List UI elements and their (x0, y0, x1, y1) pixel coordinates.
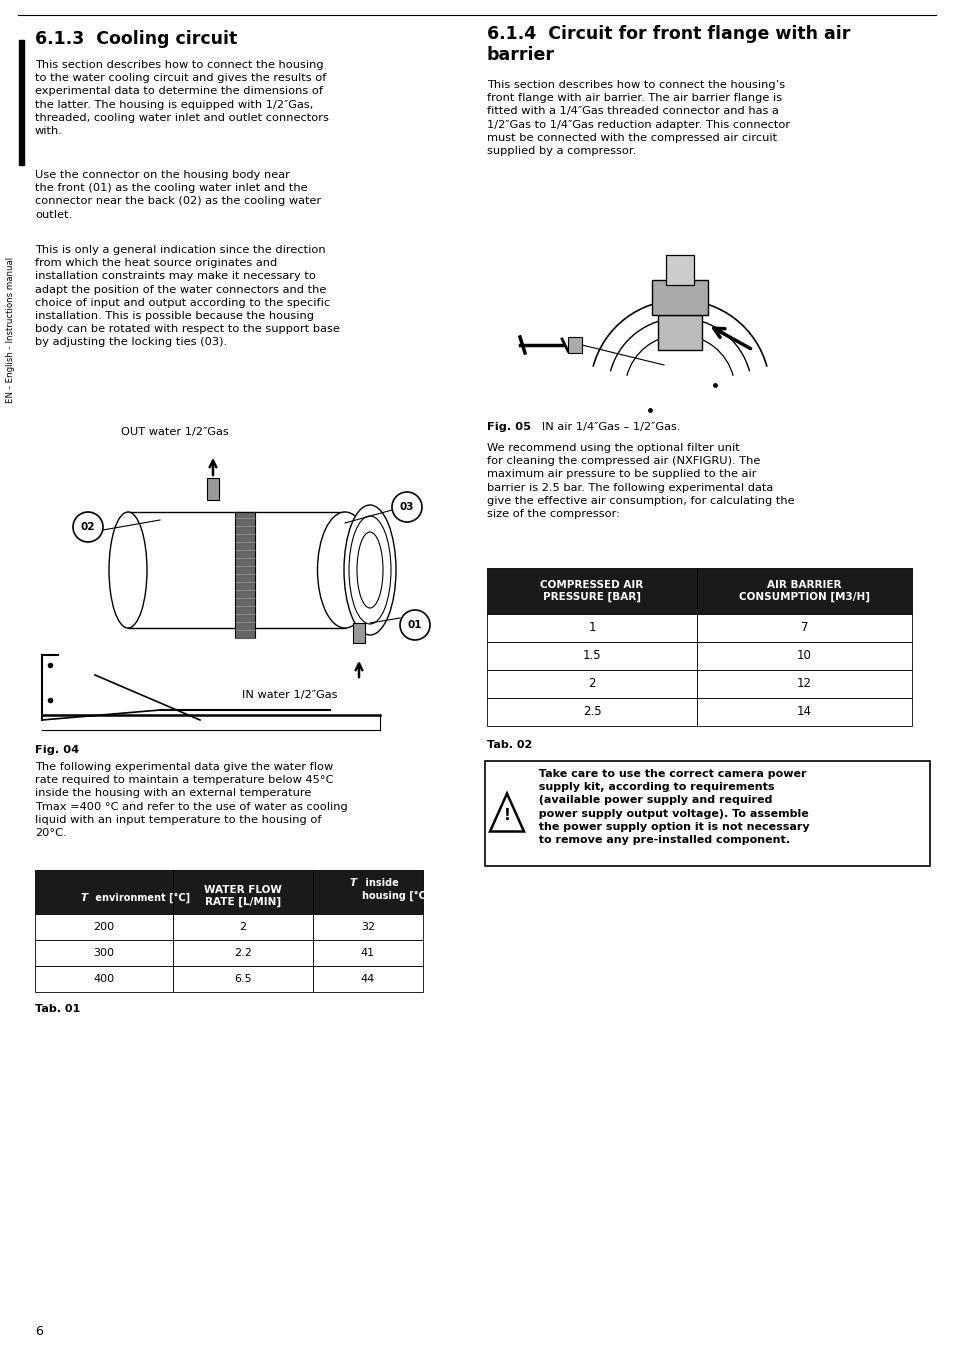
Bar (486, 567, 697, 613)
Text: 2: 2 (239, 922, 246, 932)
Bar (207, 478, 219, 500)
Text: WATER FLOW
RATE [L/MIN]: WATER FLOW RATE [L/MIN] (204, 884, 282, 907)
Text: 03: 03 (399, 502, 414, 512)
Bar (697, 613, 911, 642)
Text: inside
housing [°C]: inside housing [°C] (361, 877, 430, 900)
Text: 44: 44 (360, 974, 375, 984)
Text: 01: 01 (407, 620, 422, 630)
Text: 41: 41 (360, 948, 375, 959)
Bar (567, 337, 581, 353)
Text: Tab. 02: Tab. 02 (486, 741, 532, 750)
Text: Take care to use the correct camera power
  supply kit, according to requirement: Take care to use the correct camera powe… (531, 769, 809, 845)
Text: 6.5: 6.5 (233, 974, 252, 984)
Text: 200: 200 (93, 922, 114, 932)
Bar (658, 315, 701, 349)
Bar (172, 914, 313, 940)
Ellipse shape (344, 505, 395, 635)
Bar (697, 567, 911, 613)
Bar (35, 914, 172, 940)
Bar (313, 914, 422, 940)
Bar (172, 871, 313, 914)
Text: Fig. 05: Fig. 05 (486, 422, 531, 432)
Text: !: ! (503, 808, 510, 823)
Text: 12: 12 (796, 677, 811, 691)
Ellipse shape (317, 512, 372, 628)
Text: 1: 1 (588, 621, 595, 635)
Bar (35, 965, 172, 992)
Text: 2: 2 (588, 677, 595, 691)
Text: 400: 400 (93, 974, 114, 984)
Bar (484, 761, 929, 867)
Text: We recommend using the optional filter unit
for cleaning the compressed air (NXF: We recommend using the optional filter u… (486, 443, 794, 519)
Bar (172, 940, 313, 965)
Bar (486, 613, 697, 642)
Bar (19, 41, 24, 165)
Text: 1.5: 1.5 (582, 650, 600, 662)
Text: 6.1.3  Cooling circuit: 6.1.3 Cooling circuit (35, 30, 237, 47)
Bar (313, 871, 422, 914)
Text: COMPRESSED AIR
PRESSURE [BAR]: COMPRESSED AIR PRESSURE [BAR] (539, 580, 643, 603)
Text: Tab. 01: Tab. 01 (35, 1005, 80, 1014)
Text: environment [°C]: environment [°C] (91, 892, 190, 903)
Text: T: T (349, 877, 356, 888)
Text: EN - English - Instructions manual: EN - English - Instructions manual (7, 257, 15, 403)
Circle shape (399, 611, 430, 640)
Text: IN water 1/2″Gas: IN water 1/2″Gas (242, 691, 337, 700)
Bar (697, 699, 911, 726)
Text: IN air 1/4″Gas – 1/2″Gas.: IN air 1/4″Gas – 1/2″Gas. (531, 422, 679, 432)
Text: 300: 300 (93, 948, 114, 959)
Text: 10: 10 (796, 650, 811, 662)
Bar (172, 965, 313, 992)
Text: 7: 7 (800, 621, 807, 635)
Text: OUT water 1/2″Gas: OUT water 1/2″Gas (121, 427, 229, 437)
Bar (35, 871, 172, 914)
Bar (486, 699, 697, 726)
Bar (234, 512, 254, 638)
Ellipse shape (109, 512, 147, 628)
Text: The following experimental data give the water flow
rate required to maintain a : The following experimental data give the… (35, 762, 348, 838)
Text: 14: 14 (796, 705, 811, 719)
Bar (313, 965, 422, 992)
Bar (313, 940, 422, 965)
Text: 2.2: 2.2 (233, 948, 252, 959)
Text: This section describes how to connect the housing’s
front flange with air barrie: This section describes how to connect th… (486, 80, 789, 156)
Text: This is only a general indication since the direction
from which the heat source: This is only a general indication since … (35, 245, 339, 348)
Bar (651, 280, 707, 315)
Text: Use the connector on the housing body near
the front (01) as the cooling water i: Use the connector on the housing body ne… (35, 171, 321, 219)
Bar (353, 623, 365, 643)
Text: T: T (80, 894, 88, 903)
Text: 6: 6 (35, 1326, 43, 1338)
Text: This section describes how to connect the housing
to the water cooling circuit a: This section describes how to connect th… (35, 60, 329, 135)
Bar (35, 940, 172, 965)
Text: 02: 02 (81, 523, 95, 532)
Bar (697, 670, 911, 699)
Text: Fig. 04: Fig. 04 (35, 745, 79, 756)
Circle shape (392, 492, 421, 523)
Text: AIR BARRIER
CONSUMPTION [M3/H]: AIR BARRIER CONSUMPTION [M3/H] (739, 580, 869, 603)
Text: 6.1.4  Circuit for front flange with air
barrier: 6.1.4 Circuit for front flange with air … (486, 24, 849, 64)
Bar (697, 642, 911, 670)
Bar (665, 255, 693, 284)
Bar (486, 642, 697, 670)
Bar (486, 670, 697, 699)
Circle shape (73, 512, 103, 542)
Text: 2.5: 2.5 (582, 705, 600, 719)
Text: 32: 32 (360, 922, 375, 932)
